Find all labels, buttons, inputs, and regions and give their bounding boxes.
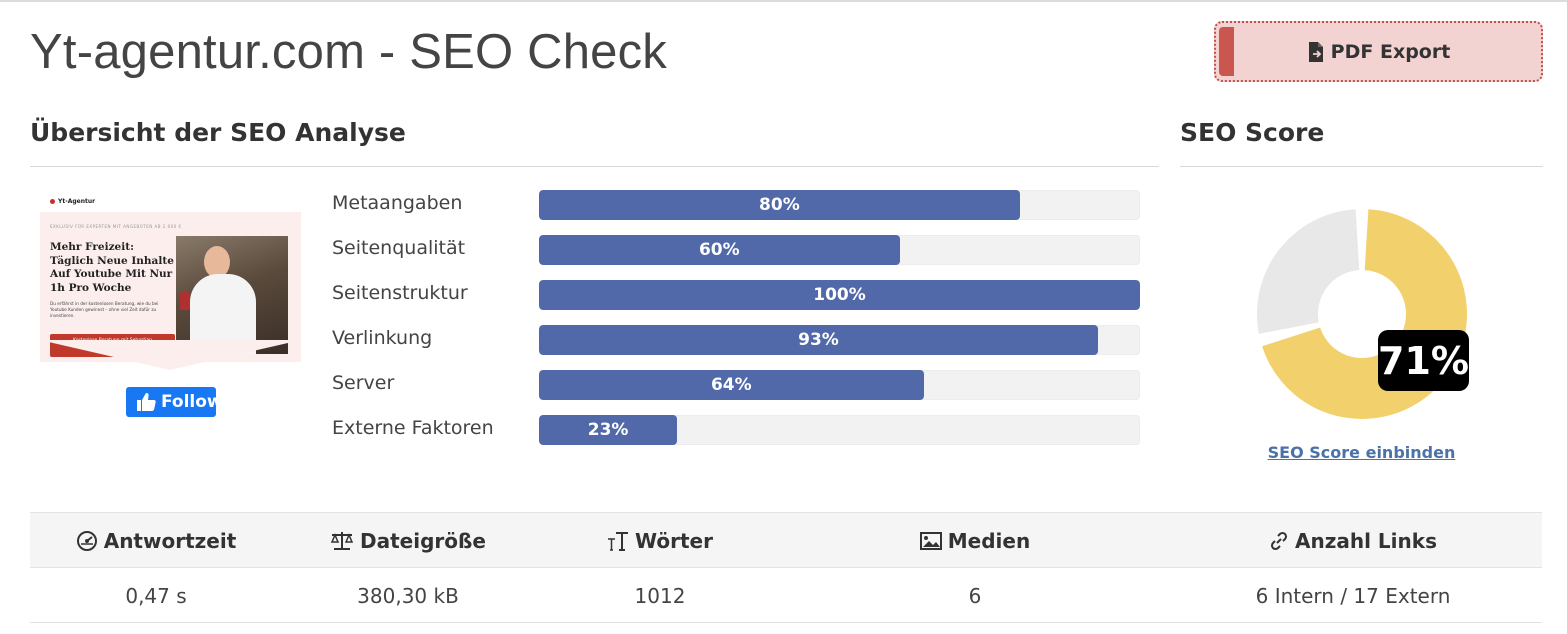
preview-hero-arrow (40, 340, 301, 370)
pdf-export-button[interactable]: PDF Export (1214, 21, 1543, 82)
metric-label: Seitenstruktur (332, 282, 468, 304)
file-export-icon (1308, 41, 1323, 62)
seo-score-divider (1180, 166, 1543, 167)
metric-bar-track: 60% (539, 235, 1140, 265)
stat-header-label: Medien (947, 529, 1031, 553)
pdf-button-accent (1219, 27, 1234, 76)
text-height-icon (608, 532, 629, 551)
gauge-icon (76, 531, 97, 551)
stat-value-words: 1012 (634, 583, 686, 608)
metric-bar-track: 100% (539, 280, 1140, 310)
stat-header-label: Dateigröße (360, 529, 486, 553)
metric-bar-track: 23% (539, 415, 1140, 445)
top-border (0, 0, 1567, 2)
stat-header-file-size: Dateigröße (282, 513, 534, 569)
stat-header-media: Medien (786, 513, 1164, 569)
preview-kicker: EXKLUSIV FÜR EXPERTEN MIT ANGEBOTEN AB 2… (50, 224, 182, 229)
preview-headline: Mehr Freizeit: Täglich Neue Inhalte Auf … (50, 241, 174, 294)
stat-header-label: Anzahl Links (1295, 529, 1437, 553)
stat-header-links: Anzahl Links (1164, 513, 1542, 569)
stats-header-row: Antwortzeit Dateigröße Wörter Medien Anz… (30, 512, 1542, 568)
preview-photo (176, 236, 288, 354)
metric-bar-fill: 60% (539, 235, 900, 265)
facebook-follow-button[interactable]: Follow (126, 387, 216, 417)
stat-header-response-time: Antwortzeit (30, 513, 282, 569)
metric-bar-track: 93% (539, 325, 1140, 355)
donut-chart (1257, 209, 1467, 419)
preview-header: Yt-Agentur (40, 190, 301, 212)
metric-bar-fill: 64% (539, 370, 924, 400)
metric-label: Externe Faktoren (332, 417, 494, 439)
metric-label: Seitenqualität (332, 237, 466, 259)
stat-value-links: 6 Intern / 17 Extern (1255, 583, 1451, 608)
image-icon (919, 532, 942, 550)
seo-score-embed-link[interactable]: SEO Score einbinden (1267, 443, 1456, 462)
overview-title: Übersicht der SEO Analyse (30, 118, 406, 147)
stat-header-words: Wörter (534, 513, 786, 569)
overview-divider (30, 166, 1159, 167)
metric-bar-fill: 80% (539, 190, 1020, 220)
metric-bar-fill: 23% (539, 415, 678, 445)
balance-scale-icon (330, 532, 354, 550)
preview-body-text: Du erfährst in der kostenlosen Beratung,… (50, 301, 159, 318)
preview-site-name: Yt-Agentur (58, 197, 96, 205)
link-icon (1270, 531, 1288, 551)
thumbs-up-icon (137, 393, 156, 411)
metric-bar-fill: 93% (539, 325, 1098, 355)
metric-label: Metaangaben (332, 192, 463, 214)
website-preview: Yt-Agentur EXKLUSIV FÜR EXPERTEN MIT ANG… (40, 190, 301, 370)
metric-bar-fill: 100% (539, 280, 1140, 310)
metric-bar-track: 64% (539, 370, 1140, 400)
seo-score-title: SEO Score (1180, 118, 1325, 147)
pdf-export-label: PDF Export (1330, 40, 1451, 63)
preview-logo-icon (50, 198, 55, 204)
metric-bar-track: 80% (539, 190, 1140, 220)
stat-header-label: Antwortzeit (103, 529, 237, 553)
stat-value-response-time: 0,47 s (125, 583, 187, 608)
stat-header-label: Wörter (635, 529, 713, 553)
metric-label: Verlinkung (332, 327, 433, 349)
stat-value-file-size: 380,30 kB (357, 583, 459, 608)
stats-value-row: 0,47 s 380,30 kB 1012 6 6 Intern / 17 Ex… (30, 568, 1542, 623)
metric-label: Server (332, 372, 395, 394)
donut-empty-segment (1257, 209, 1360, 334)
follow-label: Follow (161, 392, 216, 412)
page-title: Yt-agentur.com - SEO Check (30, 25, 668, 79)
stat-value-media: 6 (968, 583, 982, 608)
seo-score-donut (1250, 202, 1474, 426)
seo-score-value: 71% (1378, 330, 1469, 391)
